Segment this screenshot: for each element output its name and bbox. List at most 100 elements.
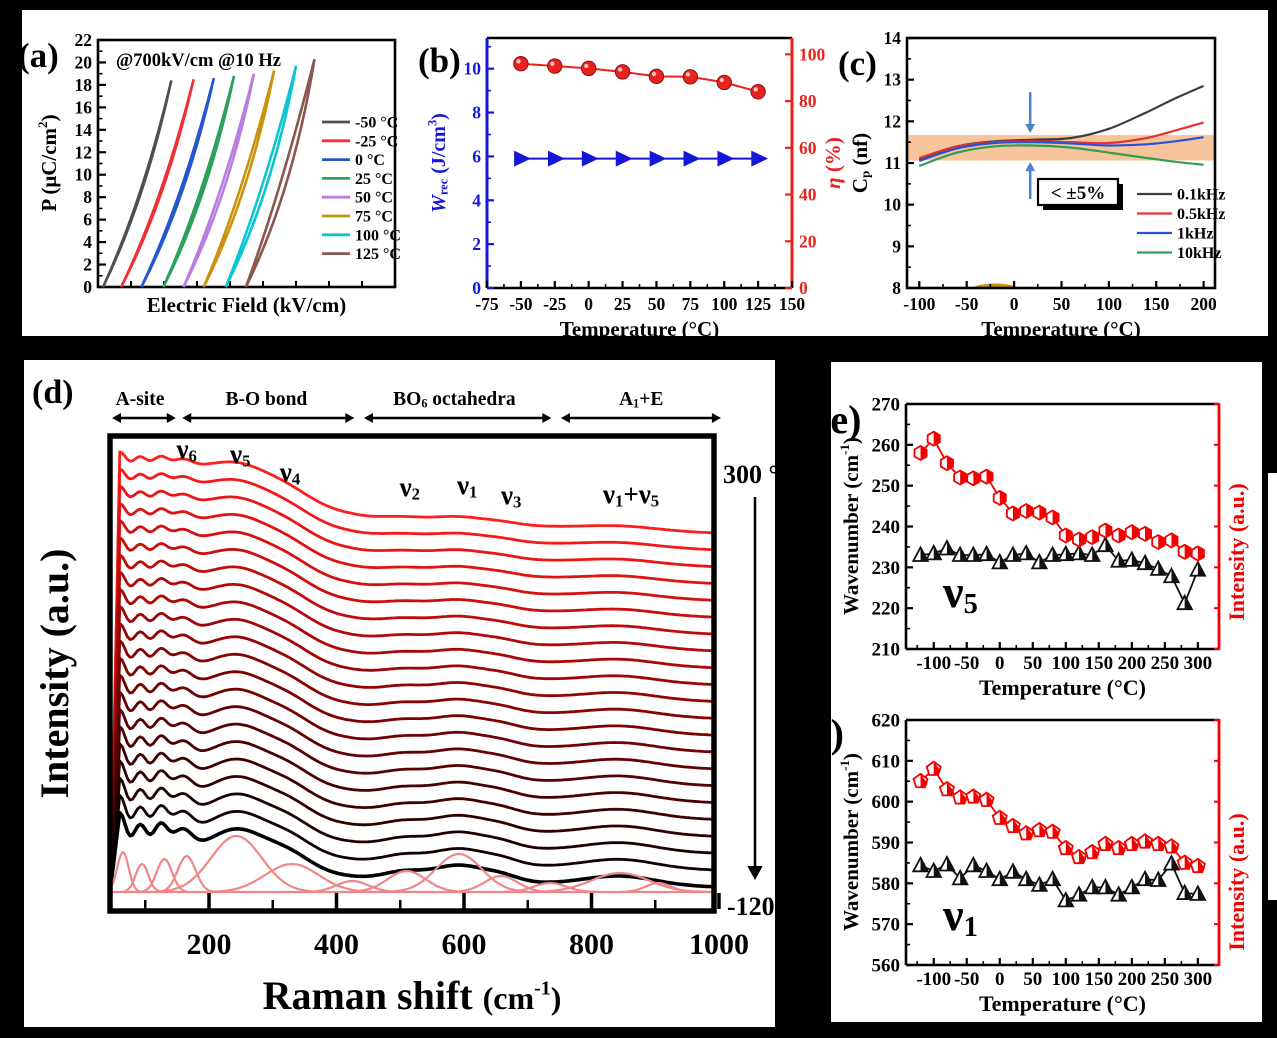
raman-spectrum (112, 622, 712, 886)
panel-d-xlabel: Raman shift (cm-1) (263, 973, 562, 1018)
data-point-ball (648, 68, 665, 85)
legend-label: 25 °C (355, 171, 393, 188)
panel-c-ytick: 8 (892, 278, 901, 298)
xtick: 250 (1151, 969, 1180, 990)
panel-d-xtick: 600 (442, 928, 487, 961)
panel-a-annotation: @700kV/cm @10 Hz (116, 51, 281, 71)
fit-component (159, 834, 314, 893)
panel-c-xtick: 200 (1191, 294, 1218, 314)
panel-b-xtick: 50 (648, 294, 666, 314)
raman-spectrum (112, 501, 712, 886)
legend-label: 10kHz (1177, 245, 1221, 262)
mode-label: ν1 (942, 889, 978, 943)
panel-d-frame (107, 433, 717, 914)
fit-component (112, 850, 141, 893)
legend-label: -25 °C (355, 133, 398, 150)
panel-b-ytick-left: 10 (464, 59, 482, 79)
xtick: 300 (1184, 653, 1213, 674)
data-point-triangle-right (615, 150, 633, 167)
panel-c-ytick: 10 (884, 195, 902, 215)
legend-label: 125 °C (355, 246, 401, 263)
fit-component (211, 862, 373, 893)
panel-a-ytick: 16 (75, 97, 93, 117)
panel-b-ylabel-left: Wrec (J/cm3) (426, 113, 451, 213)
panel-c-xtick: 50 (1053, 294, 1071, 314)
raman-spectrum (112, 793, 712, 886)
raman-spectrum (112, 587, 712, 886)
panel-a-ytick: 22 (75, 30, 93, 50)
annotation-box (1036, 177, 1120, 207)
panel-c-xtick: -50 (955, 294, 979, 314)
data-point-ball (716, 74, 732, 91)
mode-label: ν4 (279, 457, 301, 489)
fit-component (389, 852, 528, 893)
data-point-ball (513, 56, 529, 72)
raman-spectrum (112, 519, 712, 886)
panel-letter-c: (c) (838, 44, 877, 83)
panel-b-ylabel-right: η (%) (821, 137, 845, 189)
panel-c-xlabel: Temperature (°C) (981, 317, 1140, 336)
panel-a-ytick: 4 (83, 232, 92, 252)
data-point-triangle-right (751, 150, 769, 167)
data-point-triangle-right (514, 150, 531, 167)
stray-arc (973, 283, 1017, 287)
mode-label: ν1 (456, 470, 477, 502)
xtick: -100 (916, 653, 951, 674)
fit-component (502, 881, 598, 894)
panel-b-xlabel: Temperature (°C) (560, 317, 719, 336)
legend-label: 75 °C (355, 209, 393, 226)
raman-spectrum (112, 536, 712, 886)
panel-b-xtick: -50 (509, 294, 533, 314)
panel-c-annotation: < ±5% (1051, 183, 1106, 204)
legend-label: 0.5kHz (1177, 206, 1225, 223)
raman-spectrum (112, 690, 712, 886)
panel-f: -100 -50 0 50 100 150 200 250 300 560 570 580 590 600… (837, 711, 1249, 1017)
cp-curve (918, 144, 1204, 167)
raman-spectrum (112, 810, 712, 889)
temp-top-label: 300 °C (723, 460, 775, 489)
ytick: 560 (872, 956, 901, 977)
pe-loop (101, 80, 173, 288)
legend-label: 0.1kHz (1177, 187, 1225, 204)
ytick: 570 (872, 915, 901, 936)
panel-d-canvas: A-site B-O bond BO6 octahedra A1+E 200 400 600… (32, 389, 775, 1018)
xlabel: Temperature (°C) (979, 991, 1146, 1016)
legend-label: 0 °C (355, 152, 385, 169)
panel-letter-e: (e) (831, 397, 862, 442)
panel-c-legend: 0.1kHz 0.5kHz 1kHz 10kHz (1137, 187, 1225, 262)
xtick: 200 (1118, 653, 1147, 674)
xtick: 50 (1023, 969, 1042, 990)
xtick: -100 (916, 969, 951, 990)
ylabel-left: Wavenumber (cm-1) (837, 437, 863, 615)
xtick: 0 (995, 969, 1005, 990)
raman-curves (112, 450, 712, 894)
panel-d: A-site B-O bond BO6 octahedra A1+E 200 400 600… (32, 389, 775, 1018)
fit-component (304, 879, 401, 893)
mode-label: ν2 (399, 472, 420, 504)
panel-c-xtick: 0 (1010, 294, 1019, 314)
fit-component (159, 854, 214, 893)
raman-spectrum (112, 725, 712, 886)
panel-b: -75 -50 -25 0 25 50 75 100 125 150024681002040608… (426, 36, 845, 336)
xtick: 100 (1052, 653, 1081, 674)
intensity-line (919, 767, 1199, 868)
region-label: A1+E (619, 389, 663, 411)
panel-a-ytick: 18 (75, 75, 93, 95)
panel-c-xtick: -100 (903, 294, 935, 314)
panel-b-ytick-right: 80 (799, 91, 817, 111)
panel-d-xtick: 200 (187, 928, 232, 961)
panel-a-ytick: 2 (83, 255, 92, 275)
ytick: 600 (872, 792, 901, 813)
raman-spectrum (112, 467, 712, 886)
pe-loop (244, 58, 316, 288)
ytick: 580 (872, 874, 901, 895)
cp-curve (918, 121, 1204, 160)
panel-a-ytick: 14 (75, 120, 93, 140)
panel-c-xtick: 100 (1096, 294, 1123, 314)
panels-ef-canvas: -100 -50 0 50 100 150 200 250 300210220230240250… (837, 395, 1249, 1017)
panel-a-ytick: 12 (75, 142, 93, 162)
data-point-triangle-right (581, 150, 599, 167)
mode-label: ν5 (229, 439, 250, 471)
data-point-ball (547, 58, 563, 74)
